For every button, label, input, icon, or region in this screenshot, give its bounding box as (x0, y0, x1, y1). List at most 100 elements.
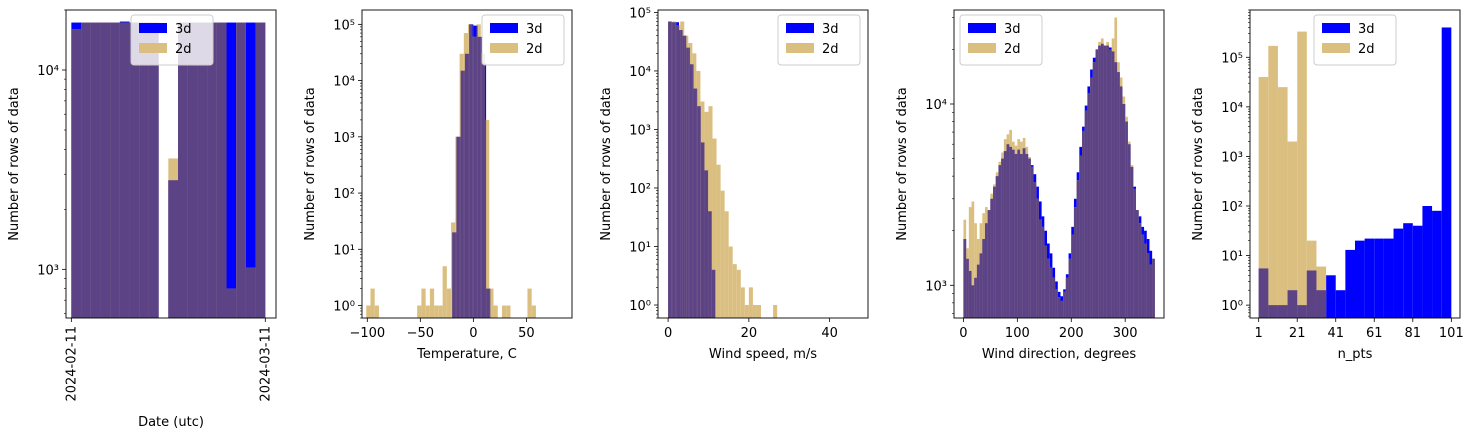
bar-overlap-wind-speed-10 (708, 211, 712, 318)
bar-overlap-wind-direction-21 (1020, 153, 1023, 318)
bar-overlap-date-6 (129, 22, 140, 319)
legend-swatch-3d-n-pts (1322, 23, 1350, 33)
bar-overlap-date-12 (187, 22, 198, 319)
bar-overlap-wind-direction-57 (1117, 72, 1120, 318)
bar-overlap-wind-direction-61 (1127, 144, 1131, 318)
x-tick-label-n-pts: 1 (1255, 326, 1263, 341)
bar-overlap-wind-speed-3 (682, 35, 685, 319)
bar-2d-n-pts-4 (1297, 31, 1307, 318)
bar-overlap-temperature-24 (468, 53, 470, 318)
x-tick-label-wind-direction: 0 (959, 326, 967, 341)
x-tick-label-date: 2024-02-11 (64, 326, 79, 402)
bar-overlap-date-15 (216, 22, 227, 319)
legend-swatch-2d-wind-speed (786, 43, 814, 53)
legend-swatch-2d-date (139, 43, 167, 53)
bar-overlap-wind-speed-7 (696, 88, 698, 318)
bar-overlap-wind-direction-59 (1122, 104, 1126, 318)
bar-overlap-wind-direction-13 (998, 165, 1002, 318)
bar-2d-wind-speed-13 (720, 190, 725, 318)
bar-overlap-temperature-25 (472, 36, 474, 318)
bar-overlap-wind-direction-18 (1011, 149, 1015, 318)
bar-2d-temperature-13 (421, 288, 426, 318)
bar-overlap-date-10 (168, 180, 179, 318)
bar-overlap-wind-speed-4 (684, 35, 687, 319)
bar-2d-temperature-0 (366, 305, 371, 318)
bar-3d-n-pts-12 (1374, 238, 1384, 318)
bar-2d-wind-speed-15 (728, 246, 733, 318)
bar-2d-n-pts-2 (1277, 87, 1288, 318)
y-axis-label-temperature: Number of rows of data (303, 87, 318, 241)
bar-overlap-n-pts-6 (1316, 290, 1327, 318)
bar-overlap-wind-direction-17 (1009, 146, 1012, 318)
bar-overlap-wind-speed-6 (692, 64, 694, 319)
bar-overlap-date-8 (148, 22, 159, 319)
bar-2d-wind-direction-4 (974, 223, 977, 318)
y-axis-label-wind-direction: Number of rows of data (895, 87, 910, 241)
x-tick-label-n-pts: 61 (1366, 326, 1383, 341)
x-tick-label-n-pts: 101 (1439, 326, 1464, 341)
bar-overlap-temperature-22 (459, 136, 461, 318)
bar-2d-temperature-38 (527, 288, 532, 318)
bar-overlap-wind-direction-2 (968, 270, 972, 318)
bar-overlap-wind-direction-0 (963, 239, 967, 318)
bar-overlap-wind-direction-7 (982, 239, 986, 318)
x-tick-label-n-pts: 41 (1327, 326, 1344, 341)
x-tick-label-wind-speed: 40 (821, 326, 838, 341)
bar-2d-n-pts-1 (1268, 45, 1278, 318)
x-tick-label-temperature: 0 (469, 326, 477, 341)
bar-overlap-temperature-23 (463, 70, 465, 318)
legend-label-3d-temperature: 3d (526, 22, 543, 37)
bar-overlap-date-0 (71, 29, 82, 318)
bar-overlap-wind-speed-2 (676, 25, 679, 319)
legend-swatch-2d-n-pts (1322, 43, 1350, 53)
bar-overlap-date-19 (255, 22, 266, 319)
axes-frame-date (65, 9, 277, 319)
bar-overlap-wind-speed-9 (704, 170, 709, 318)
y-tick-label-wind-speed: 10³ (629, 123, 651, 138)
bar-2d-temperature-30 (493, 305, 498, 318)
axes-frame-wind-direction (953, 9, 1165, 319)
x-tick-label-date: 2024-03-11 (258, 326, 273, 402)
bar-2d-temperature-28 (485, 119, 490, 318)
y-axis-label-wind-speed: Number of rows of data (599, 87, 614, 241)
bar-overlap-wind-direction-40 (1071, 234, 1074, 318)
bar-3d-n-pts-7 (1326, 275, 1336, 318)
bar-3d-n-pts-8 (1335, 290, 1346, 318)
legend-swatch-3d-wind-speed (786, 23, 814, 33)
bar-overlap-date-1 (81, 22, 91, 319)
bar-overlap-wind-direction-50 (1098, 45, 1101, 319)
bar-overlap-wind-direction-22 (1022, 148, 1026, 318)
bar-overlap-n-pts-3 (1287, 290, 1298, 318)
y-tick-label-date: 10³ (37, 263, 59, 278)
bar-overlap-temperature-27 (480, 53, 482, 318)
y-tick-label-temperature: 10³ (333, 131, 355, 146)
bar-overlap-wind-direction-58 (1119, 86, 1123, 319)
bar-overlap-wind-direction-28 (1038, 219, 1042, 318)
bar-overlap-wind-direction-67 (1144, 243, 1147, 318)
legend-box-date (130, 14, 214, 66)
bar-overlap-wind-direction-3 (971, 285, 975, 318)
bar-2d-temperature-18 (442, 266, 447, 318)
bar-overlap-wind-direction-52 (1103, 45, 1107, 319)
legend-label-2d-wind-direction: 2d (1004, 42, 1021, 57)
legend-box-wind-direction (959, 14, 1043, 66)
legend-box-n-pts (1313, 14, 1397, 66)
bar-2d-temperature-29 (489, 288, 494, 318)
legend-swatch-2d-wind-direction (968, 43, 996, 53)
legend-label-3d-n-pts: 3d (1358, 22, 1375, 37)
bar-overlap-wind-direction-64 (1135, 210, 1139, 318)
bar-overlap-wind-direction-14 (1001, 158, 1004, 318)
bar-2d-wind-speed-12 (716, 164, 721, 318)
bar-overlap-date-4 (110, 22, 120, 319)
bar-overlap-wind-speed-5 (688, 47, 690, 319)
legend-swatch-3d-wind-direction (968, 23, 996, 33)
legend-label-2d-n-pts: 2d (1358, 42, 1375, 57)
bar-overlap-n-pts-1 (1268, 305, 1278, 318)
bar-2d-temperature-17 (438, 305, 443, 318)
bar-overlap-wind-direction-30 (1044, 245, 1048, 318)
y-tick-label-n-pts: 10¹ (1221, 250, 1243, 265)
bar-overlap-wind-direction-44 (1082, 130, 1085, 318)
